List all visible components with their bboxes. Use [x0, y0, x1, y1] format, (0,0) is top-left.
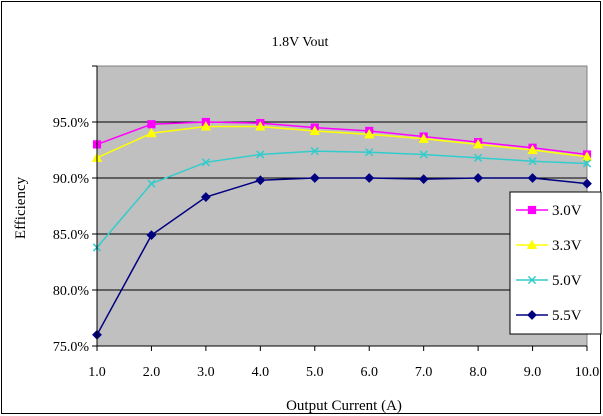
series-line [96, 150, 588, 248]
legend-label: 5.0V [552, 273, 582, 289]
marker-stroke [147, 179, 156, 188]
plot-area [96, 65, 588, 347]
data-point [146, 230, 157, 241]
y-axis-ticks: 75.0% 80.0% 85.0% 90.0% 95.0% [53, 65, 98, 355]
legend-entry: 3.0V [516, 203, 582, 219]
marker-stroke [310, 146, 319, 156]
legend-label: 5.5V [552, 308, 582, 324]
marker-stroke [582, 159, 592, 168]
x-tick-label: 4.0 [252, 365, 270, 380]
marker-stroke [256, 150, 265, 159]
x-tick-label: 9.0 [524, 365, 542, 380]
x-axis-ticks: 1.0 2.0 3.0 4.0 5.0 6.0 7.0 8.0 9.0 10.0 [88, 345, 600, 380]
data-point [256, 150, 265, 159]
series-5-5v [92, 173, 592, 340]
data-point [365, 148, 374, 157]
x-tick-label: 3.0 [197, 365, 215, 380]
y-tick-label: 95.0% [53, 116, 90, 131]
data-point [527, 144, 538, 155]
data-point [255, 175, 266, 186]
x-tick-label: 7.0 [415, 365, 433, 380]
y-tick-label: 85.0% [53, 228, 90, 243]
y-tick-label: 75.0% [53, 340, 90, 355]
marker-stroke [528, 157, 537, 166]
data-point [146, 127, 157, 138]
y-tick-label: 90.0% [53, 172, 90, 187]
data-point [200, 121, 212, 131]
x-axis-title: Output Current (A) [286, 398, 402, 414]
y-tick-label: 80.0% [53, 284, 90, 299]
data-point [201, 158, 211, 167]
chart-title: 1.8V Vout [272, 35, 329, 50]
data-point [255, 121, 266, 131]
legend-box [509, 191, 602, 335]
marker-stroke [419, 150, 428, 159]
y-axis-title: Efficiency [13, 176, 29, 239]
legend: 3.0V 3.3V 5.0V 5.5V [509, 191, 602, 335]
series-3-3v [91, 121, 593, 162]
legend-label: 3.0V [552, 203, 582, 219]
legend-marker [527, 310, 537, 320]
legend-marker [526, 239, 538, 250]
legend-marker [527, 205, 537, 215]
data-point [473, 173, 484, 183]
data-point [147, 120, 156, 129]
marker-stroke [527, 275, 537, 285]
data-point [527, 173, 538, 183]
marker-stroke [473, 153, 483, 162]
series-line [96, 177, 588, 336]
series-5-0v [92, 146, 592, 252]
data-point [310, 146, 319, 156]
legend-entry: 3.3V [516, 238, 582, 254]
x-tick-label: 6.0 [360, 365, 378, 380]
data-point [528, 157, 537, 166]
x-tick-label: 8.0 [469, 365, 487, 380]
series-line [96, 125, 588, 159]
marker-stroke [201, 158, 211, 167]
data-point [419, 150, 428, 159]
data-point [582, 178, 592, 189]
x-tick-label: 1.0 [88, 365, 106, 380]
data-point [200, 192, 211, 202]
legend-label: 3.3V [552, 238, 582, 254]
legend-entry: 5.5V [516, 308, 582, 324]
series-line [96, 121, 588, 156]
data-point [418, 133, 429, 143]
legend-entry: 5.0V [516, 273, 582, 289]
data-point [582, 159, 592, 168]
x-tick-label: 5.0 [306, 365, 324, 380]
data-point [581, 151, 593, 161]
x-tick-label: 2.0 [143, 365, 161, 380]
data-point [472, 138, 484, 149]
data-point [309, 173, 320, 183]
data-point [309, 125, 321, 135]
data-point [364, 173, 375, 183]
x-tick-label: 10.0 [575, 365, 600, 380]
data-point [147, 179, 156, 188]
data-point [363, 128, 375, 139]
legend-marker [527, 275, 537, 285]
data-point [473, 153, 483, 162]
marker-stroke [365, 148, 374, 157]
data-point [418, 174, 429, 185]
